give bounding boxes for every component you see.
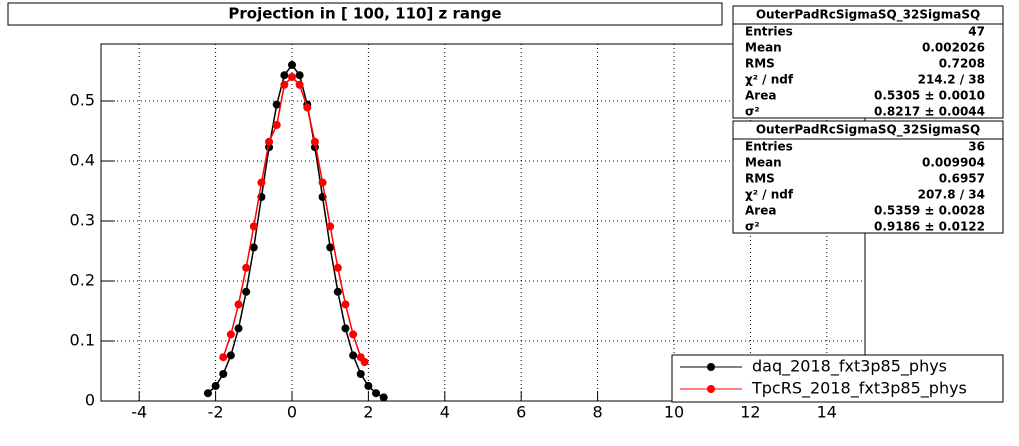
stats-value: 47 (968, 25, 985, 39)
stats-key: Area (745, 204, 776, 218)
stats-value: 36 (968, 140, 985, 154)
stats-box (732, 120, 1004, 234)
data-point (234, 300, 243, 309)
data-point (333, 287, 342, 296)
data-point (242, 263, 251, 272)
stats-box (732, 5, 1004, 119)
data-point (280, 80, 289, 89)
stats-value: 0.7208 (939, 57, 985, 71)
x-tick-label: -4 (131, 403, 147, 422)
y-tick-label: 0.5 (70, 91, 95, 110)
stats-key: Mean (745, 156, 782, 170)
data-point (272, 100, 281, 109)
legend-box (671, 354, 1004, 403)
data-point (326, 222, 335, 231)
data-point (219, 370, 228, 378)
data-point (288, 61, 296, 69)
x-tick-label: 2 (363, 403, 373, 422)
legend-label: TpcRS_2018_fxt3p85_phys (751, 379, 967, 399)
y-tick-label: 0.3 (70, 211, 95, 230)
data-point (356, 370, 365, 378)
data-point (341, 300, 350, 309)
stats-value: 0.9186 ± 0.0122 (874, 220, 985, 234)
data-point (310, 137, 319, 146)
x-tick-label: 10 (664, 403, 684, 422)
stats-key: Entries (745, 140, 793, 154)
chart-title: Projection in [ 100, 110] z range (228, 5, 501, 23)
data-point (364, 382, 373, 390)
stats-key: Entries (745, 25, 793, 39)
y-tick-label: 0.1 (70, 331, 95, 350)
data-point (295, 80, 304, 89)
data-point (360, 358, 369, 366)
stats-value: 207.8 / 34 (918, 188, 985, 202)
x-tick-label: 6 (516, 403, 526, 422)
data-point (303, 103, 312, 112)
stats-key: RMS (745, 172, 775, 186)
data-point (288, 73, 296, 81)
stats-key: χ² / ndf (745, 188, 794, 202)
data-point (341, 324, 350, 333)
data-point (372, 389, 381, 398)
data-point (226, 330, 235, 339)
y-tick-label: 0 (85, 391, 95, 410)
data-point (318, 178, 327, 187)
stats-value: 214.2 / 38 (918, 73, 985, 87)
fit-line (222, 75, 366, 363)
y-tick-label: 0.4 (70, 151, 95, 170)
data-point (257, 178, 266, 187)
data-point (234, 324, 243, 333)
data-point (226, 351, 235, 360)
x-tick-label: -2 (208, 403, 224, 422)
x-tick-label: 12 (740, 403, 760, 422)
data-point (272, 121, 281, 129)
x-tick-label: 8 (593, 403, 603, 422)
stats-key: σ² (745, 220, 760, 234)
x-tick-label: 4 (440, 403, 450, 422)
stats-key: χ² / ndf (745, 73, 794, 87)
stats-key: RMS (745, 57, 775, 71)
stats-key: Area (745, 89, 776, 103)
stats-value: 0.5359 ± 0.0028 (874, 204, 985, 218)
data-point (326, 243, 335, 252)
data-point (219, 353, 228, 362)
data-point (349, 351, 358, 360)
stats-key: Mean (745, 41, 782, 55)
stats-value: 0.6957 (939, 172, 985, 186)
stats-value: 0.5305 ± 0.0010 (874, 89, 985, 103)
data-point (265, 137, 274, 146)
data-point (379, 393, 388, 402)
stats-key: σ² (745, 105, 760, 119)
data-point (249, 243, 258, 252)
data-point (295, 71, 304, 80)
data-point (203, 389, 212, 398)
x-tick-label: 14 (817, 403, 837, 422)
y-tick-label: 0.2 (70, 271, 95, 290)
data-point (211, 382, 220, 390)
stats-title: OuterPadRcSigmaSQ_32SigmaSQ (756, 123, 980, 138)
legend-label: daq_2018_fxt3p85_phys (752, 357, 947, 377)
stats-value: 0.8217 ± 0.0044 (874, 105, 985, 119)
x-tick-label: 0 (287, 403, 297, 422)
data-point (280, 71, 289, 80)
stats-value: 0.002026 (922, 41, 985, 55)
stats-value: 0.009904 (922, 156, 985, 170)
data-point (242, 287, 251, 296)
stats-title: OuterPadRcSigmaSQ_32SigmaSQ (756, 8, 980, 23)
data-point (349, 330, 358, 339)
data-point (333, 263, 342, 272)
legend-marker (707, 363, 715, 371)
legend-marker (707, 385, 715, 393)
title-box (7, 2, 723, 26)
data-point (249, 222, 258, 231)
